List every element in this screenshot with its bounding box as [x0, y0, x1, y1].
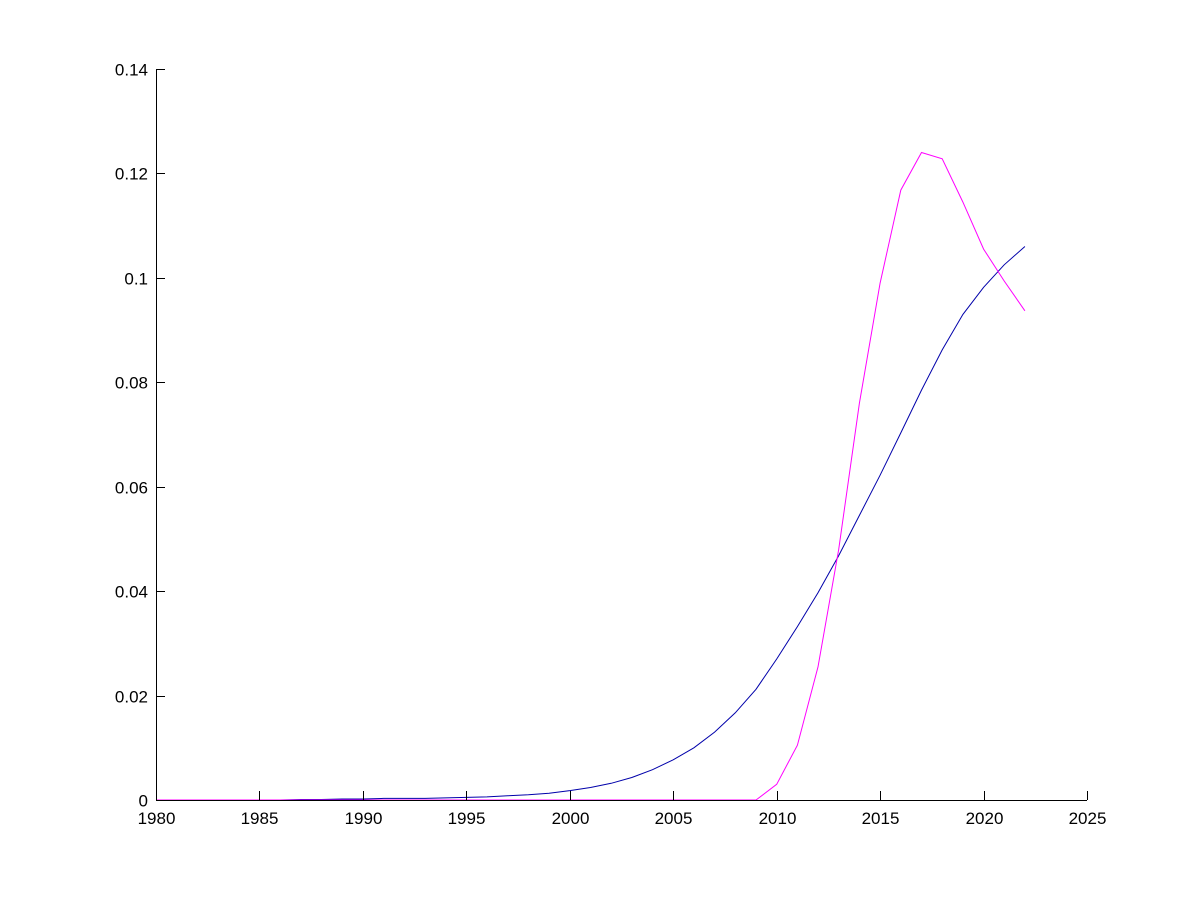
x-tick-label: 2000 — [552, 809, 590, 828]
x-tick-label: 2005 — [655, 809, 693, 828]
series-line-0 — [156, 246, 1026, 801]
x-tick-label: 1990 — [345, 809, 383, 828]
y-tick-label: 0.06 — [115, 479, 148, 498]
x-tick-label: 1980 — [138, 809, 176, 828]
y-tick-label: 0.12 — [115, 165, 148, 184]
x-tick-label: 1995 — [448, 809, 486, 828]
y-tick-label: 0 — [139, 792, 148, 811]
y-tick-label: 0.02 — [115, 688, 148, 707]
x-tick-label: 2025 — [1069, 809, 1107, 828]
series-line-1 — [156, 151, 1026, 801]
y-tick-label: 0.04 — [115, 583, 148, 602]
x-tick-label: 2020 — [966, 809, 1004, 828]
y-tick-label: 0.14 — [115, 61, 148, 80]
x-tick-label: 2010 — [759, 809, 797, 828]
y-tick-label: 0.1 — [124, 270, 148, 289]
x-tick-label: 2015 — [862, 809, 900, 828]
x-tick-label: 1985 — [241, 809, 279, 828]
y-tick-label: 0.08 — [115, 374, 148, 393]
